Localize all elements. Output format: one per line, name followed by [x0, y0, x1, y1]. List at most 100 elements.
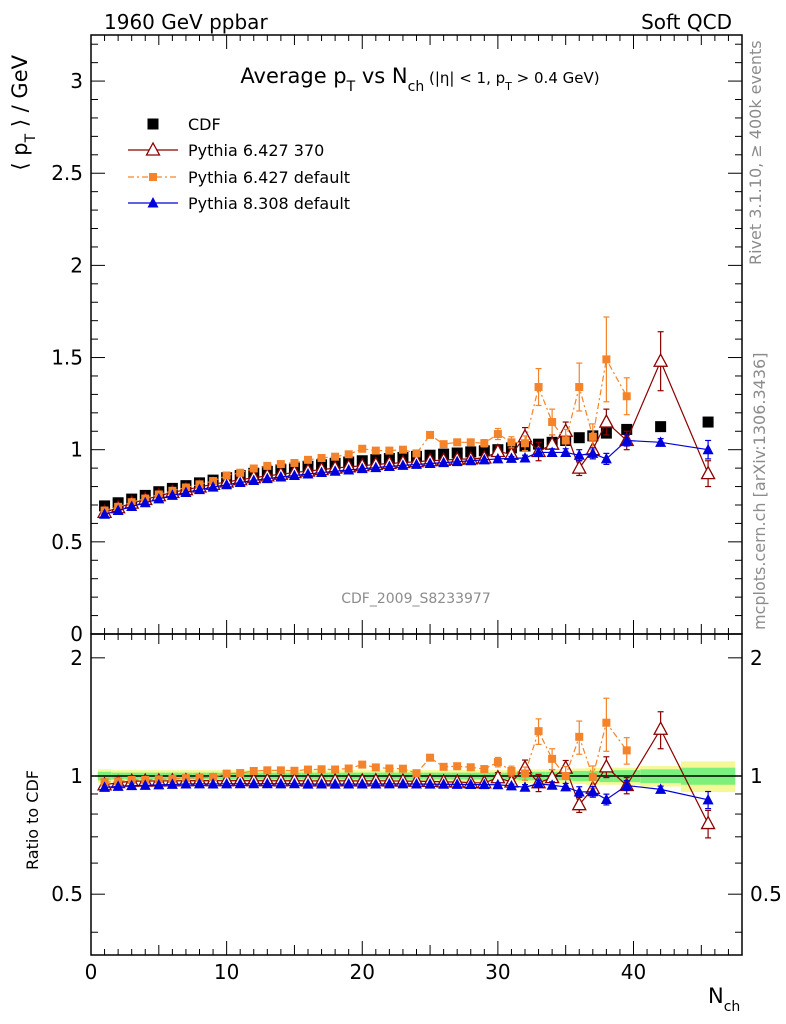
ratio-ylabel: Ratio to CDF [23, 770, 42, 870]
point-ratio-py6_default [276, 766, 285, 775]
point-ratio-py6_default [385, 764, 394, 773]
point-ratio-py6_default [521, 769, 529, 778]
point-ratio-py8 [221, 777, 233, 789]
data-series [96, 316, 716, 839]
point-ratio-py6_default [398, 764, 407, 773]
rivet-version-label: Rivet 3.1.10, ≥ 400k events [746, 40, 765, 265]
series-py6_370 [96, 331, 716, 839]
point-main-py6_default [575, 383, 584, 392]
point-main-py6_default [344, 450, 353, 459]
point-main-py8 [166, 489, 178, 500]
point-ratio-py8 [126, 779, 138, 791]
point-ratio-py8 [438, 778, 450, 789]
point-main-py6_default [534, 383, 543, 392]
point-ratio-py8 [99, 781, 111, 792]
point-main-py6_default [507, 438, 516, 447]
point-ratio-py8 [560, 780, 572, 792]
legend-entry-py8: Pythia 8.308 default [128, 194, 350, 213]
point-main-py6_default [398, 445, 407, 454]
point-ratio-py8 [519, 781, 531, 792]
point-main-py8 [573, 449, 585, 460]
point-ratio-py6_default [602, 718, 611, 727]
point-ratio-py6_default [453, 762, 462, 771]
point-main-py6_default [412, 449, 421, 458]
point-main-py6_default [317, 453, 326, 462]
point-main-py8 [621, 434, 633, 445]
point-main-py6_default [304, 455, 312, 464]
point-main-py8 [139, 496, 151, 508]
legend-label: Pythia 8.308 default [188, 194, 350, 213]
legend-label: Pythia 6.427 370 [188, 141, 324, 160]
point-main-py6_default [236, 468, 245, 477]
point-main-py6_default [548, 418, 557, 427]
point-main-py8 [702, 443, 714, 455]
point-main-py8 [194, 483, 205, 495]
point-ratio-py6_default [412, 769, 421, 778]
legend-marker [147, 118, 159, 130]
title-sub-T: T [346, 79, 356, 95]
main-ytick-label: 1 [70, 438, 83, 462]
point-ratio-py8 [383, 777, 395, 789]
point-ratio-py8 [424, 778, 436, 789]
point-ratio-py6_370 [571, 796, 587, 811]
point-ratio-py8 [397, 777, 409, 789]
point-main-py6_default [276, 460, 285, 469]
point-ratio-py6_370 [598, 758, 614, 773]
analysis-id: CDF_2009_S8233977 [341, 591, 490, 607]
main-ytick-label: 3 [70, 69, 83, 93]
point-main-py8 [302, 468, 314, 479]
point-main-py8 [478, 453, 490, 465]
series-py6_default [100, 316, 631, 789]
point-ratio-py8 [194, 777, 205, 789]
point-main-py6_default [622, 392, 631, 401]
point-main-py8 [546, 446, 558, 457]
point-ratio-py6_default [426, 753, 435, 762]
point-main-py8 [370, 461, 382, 473]
axis-ticks: 00.511.522.530.5 0.51 12 20 10 20 30 40 [51, 35, 782, 984]
point-main-py8 [397, 459, 409, 470]
point-main-py8 [275, 470, 287, 482]
point-ratio-py6_default [331, 765, 340, 774]
main-ytick-label: 2.5 [51, 161, 83, 185]
point-main-py6_370 [653, 352, 669, 367]
point-main-py8 [451, 455, 463, 467]
point-main-cdf [702, 416, 714, 428]
point-ratio-py8 [329, 778, 341, 789]
point-ratio-py8 [316, 777, 328, 789]
point-ratio-py6_370 [700, 815, 716, 830]
point-main-py6_default [521, 439, 529, 448]
point-ratio-py6_default [344, 764, 353, 773]
point-main-py8 [533, 446, 545, 457]
ratio-ytick-label-right: 0.5 [750, 882, 782, 906]
point-ratio-py8 [153, 778, 165, 790]
point-main-py8 [343, 463, 355, 475]
point-main-py6_default [561, 436, 570, 445]
point-main-py8 [329, 465, 341, 476]
point-ratio-py8 [370, 777, 382, 789]
title-pre: Average p [240, 64, 346, 88]
point-main-py8 [234, 476, 246, 487]
point-main-py8 [465, 454, 477, 466]
point-main-py8 [505, 452, 517, 463]
point-ratio-py6_default [493, 758, 502, 767]
point-ratio-py6_default [358, 760, 367, 769]
title-sub-ch: ch [408, 79, 425, 95]
point-main-py6_default [331, 452, 340, 461]
point-main-py8 [248, 474, 260, 485]
ratio-ytick-label: 1 [70, 764, 83, 788]
point-ratio-py8 [655, 783, 667, 794]
xtick-label: 0 [85, 960, 98, 984]
legend-marker [149, 173, 157, 181]
point-ratio-py6_370 [653, 720, 669, 735]
ratio-ytick-label-right: 1 [750, 764, 763, 788]
point-ratio-py6_default [622, 746, 631, 755]
title-cuts-a: (|η| < 1, p [424, 69, 505, 87]
point-main-cdf [655, 421, 667, 433]
xtick-label: 30 [485, 960, 510, 984]
point-ratio-py8 [112, 780, 124, 791]
point-ratio-py8 [505, 779, 517, 791]
xlabel: Nch [708, 984, 740, 1015]
point-main-py8 [207, 481, 219, 492]
point-main-cdf [621, 423, 633, 435]
